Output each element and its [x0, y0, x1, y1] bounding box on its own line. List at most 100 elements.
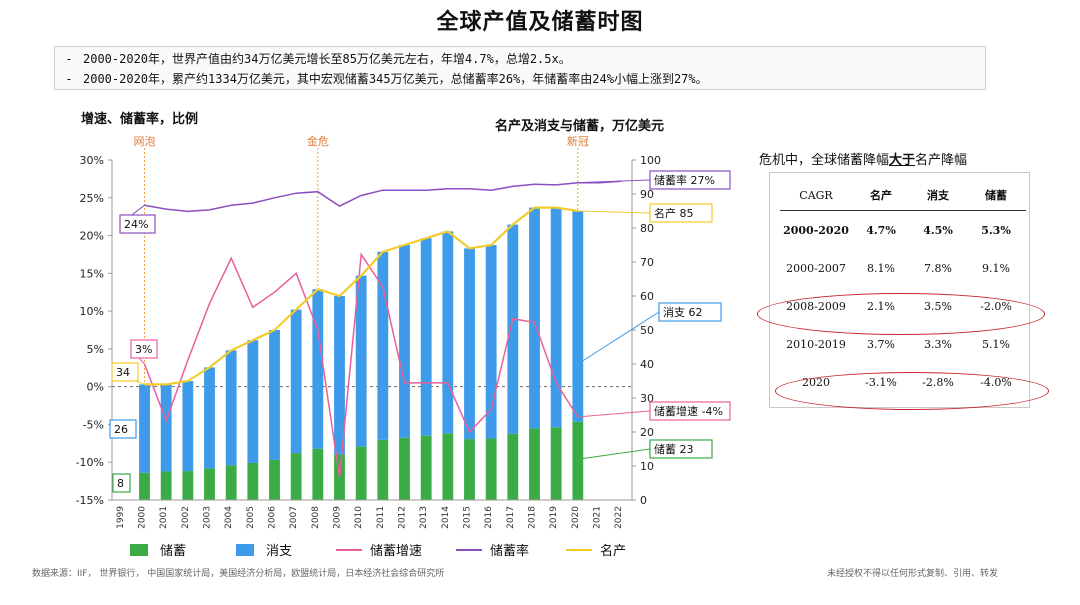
right-tick-label: 50: [640, 324, 654, 337]
bar-consumption: [269, 330, 280, 460]
bar-consumption: [290, 309, 302, 454]
bar-consumption: [464, 248, 475, 440]
bar-savings: [399, 437, 410, 500]
note-bullet: -: [65, 72, 73, 86]
bar-consumption: [485, 245, 497, 439]
row-sav: 5.3%: [981, 223, 1011, 237]
bar-savings: [290, 453, 302, 500]
bar-savings: [485, 438, 497, 500]
legend-label: 储蓄增速: [370, 544, 422, 559]
table-row: 2000-2020 4.7% 4.5% 5.3%: [780, 211, 1026, 250]
callout-consumption-2000-text: 26: [114, 423, 128, 436]
x-tick-label: 2005: [246, 506, 256, 529]
legend-group: 储蓄 消支 储蓄增速 储蓄率 名产: [130, 543, 626, 559]
callout-savings-box: [649, 439, 713, 459]
x-tick-label: 2010: [354, 506, 364, 529]
right-tick-label: 100: [640, 154, 661, 167]
bar-savings: [507, 433, 519, 500]
line-savings-growth: [143, 252, 579, 478]
callout-savings-growth-leader: [577, 410, 651, 418]
right-tick-label: 70: [640, 256, 654, 269]
row-cons: 7.8%: [924, 261, 952, 275]
bar-group: [139, 207, 584, 500]
row-cons: 4.5%: [923, 223, 953, 237]
bar-savings: [550, 427, 562, 500]
right-tick-label: 80: [640, 222, 654, 235]
x-tick-label: 2006: [268, 506, 278, 529]
x-tick-label: 2004: [224, 506, 234, 529]
bar-savings: [420, 435, 432, 500]
x-tick-label: 1999: [116, 506, 126, 529]
row-gdp: 8.1%: [867, 261, 895, 275]
event-marker-label: 网泡: [134, 134, 156, 148]
callout-savings-rate-2000-text: 24%: [124, 218, 148, 231]
x-tick-label: 2014: [441, 506, 451, 529]
rights-footnote: 未经授权不得以任何形式复制、引用、转发: [827, 569, 999, 579]
callout-savings-rate-box: [649, 170, 731, 190]
legend-label: 储蓄: [160, 544, 186, 559]
bar-savings: [377, 439, 389, 500]
note-text-2: 2000-2020年，累产约1334万亿美元，其中宏观储蓄345万亿美元，总储蓄…: [83, 72, 708, 86]
callout-savings-rate-2000-box: [119, 214, 156, 234]
x-tick-label: 2003: [203, 506, 213, 529]
right-tick-label: 0: [640, 494, 647, 507]
chart-area: 网泡 金危 新冠 -15% -10% -5% 0% 5% 10% 15% 20% 25% 30% 0 10…: [76, 134, 731, 559]
bar-consumption: [550, 207, 562, 428]
callout-savings-growth-box: [649, 401, 731, 421]
x-tick-label: 2015: [463, 506, 473, 529]
header-cons: 消支: [910, 180, 966, 211]
table-row: 2010-2019 3.7% 3.3% 5.1%: [780, 325, 1026, 363]
summary-notes: -2000-2020年，世界产值由约34万亿美元增长至85万亿美元左右，年增4.…: [54, 46, 986, 90]
line-savings-rate: [144, 180, 622, 213]
bar-savings: [247, 462, 259, 500]
x-tick-label: 2002: [181, 506, 191, 529]
table-title-emph: 大于: [889, 153, 916, 168]
line-group: [143, 180, 622, 478]
bar-savings: [225, 465, 237, 500]
row-sav: 5.1%: [982, 337, 1010, 351]
callout-savings-rate-leader: [577, 179, 651, 184]
bar-consumption: [507, 224, 519, 434]
bar-consumption: [139, 384, 150, 473]
callout-gdp-2000-text: 34: [116, 366, 130, 379]
right-tick-label: 40: [640, 358, 654, 371]
page-title: 全球产值及储蓄时图: [436, 10, 644, 35]
left-tick-label: 25%: [80, 192, 104, 205]
table-title: 危机中，全球储蓄降幅大于名产降幅: [759, 149, 967, 168]
table-row: 2000-2007 8.1% 7.8% 9.1%: [780, 249, 1026, 287]
x-tick-label: 2011: [376, 506, 386, 529]
note-text-1: 2000-2020年，世界产值由约34万亿美元增长至85万亿美元左右，年增4.7…: [83, 52, 571, 66]
row-gdp: 4.7%: [866, 223, 896, 237]
x-tick-label: 2020: [571, 506, 581, 529]
bar-savings: [160, 471, 172, 500]
bar-savings: [269, 459, 280, 500]
left-axis-title: 增速、储蓄率，比例: [81, 112, 199, 127]
left-tick-label: 20%: [80, 230, 104, 243]
left-tick-label: 30%: [80, 154, 104, 167]
row-gdp: 3.7%: [867, 337, 895, 351]
table-title-prefix: 危机中，全球储蓄降幅: [759, 153, 890, 168]
x-tick-label: 2012: [398, 506, 408, 529]
bar-savings: [182, 471, 194, 500]
bar-consumption: [399, 245, 410, 438]
header-sav: 储蓄: [966, 180, 1026, 211]
left-tick-label: 15%: [80, 267, 104, 280]
highlight-oval-2008: [757, 293, 1045, 335]
callout-consumption-box: [658, 302, 722, 322]
bar-consumption: [572, 211, 584, 422]
left-tick-label: 10%: [80, 305, 104, 318]
callout-savings-2000-text: 8: [117, 477, 124, 490]
x-tick-label: 2021: [593, 506, 603, 529]
note-line-2: -2000-2020年，累产约1334万亿美元，其中宏观储蓄345万亿美元，总储…: [55, 69, 985, 89]
legend-swatch: [236, 544, 254, 556]
callout-consumption-2000-box: [109, 419, 137, 439]
right-tick-label: 20: [640, 426, 654, 439]
x-tick-label: 2016: [484, 506, 494, 529]
bar-consumption: [312, 289, 324, 449]
row-period: 2000-2020: [783, 223, 849, 237]
x-tick-label: 2013: [419, 506, 429, 529]
row-period: 2010-2019: [786, 337, 846, 351]
bar-consumption: [182, 381, 194, 472]
bar-consumption: [160, 384, 172, 472]
callout-savings-rate-text: 储蓄率 27%: [654, 173, 715, 187]
